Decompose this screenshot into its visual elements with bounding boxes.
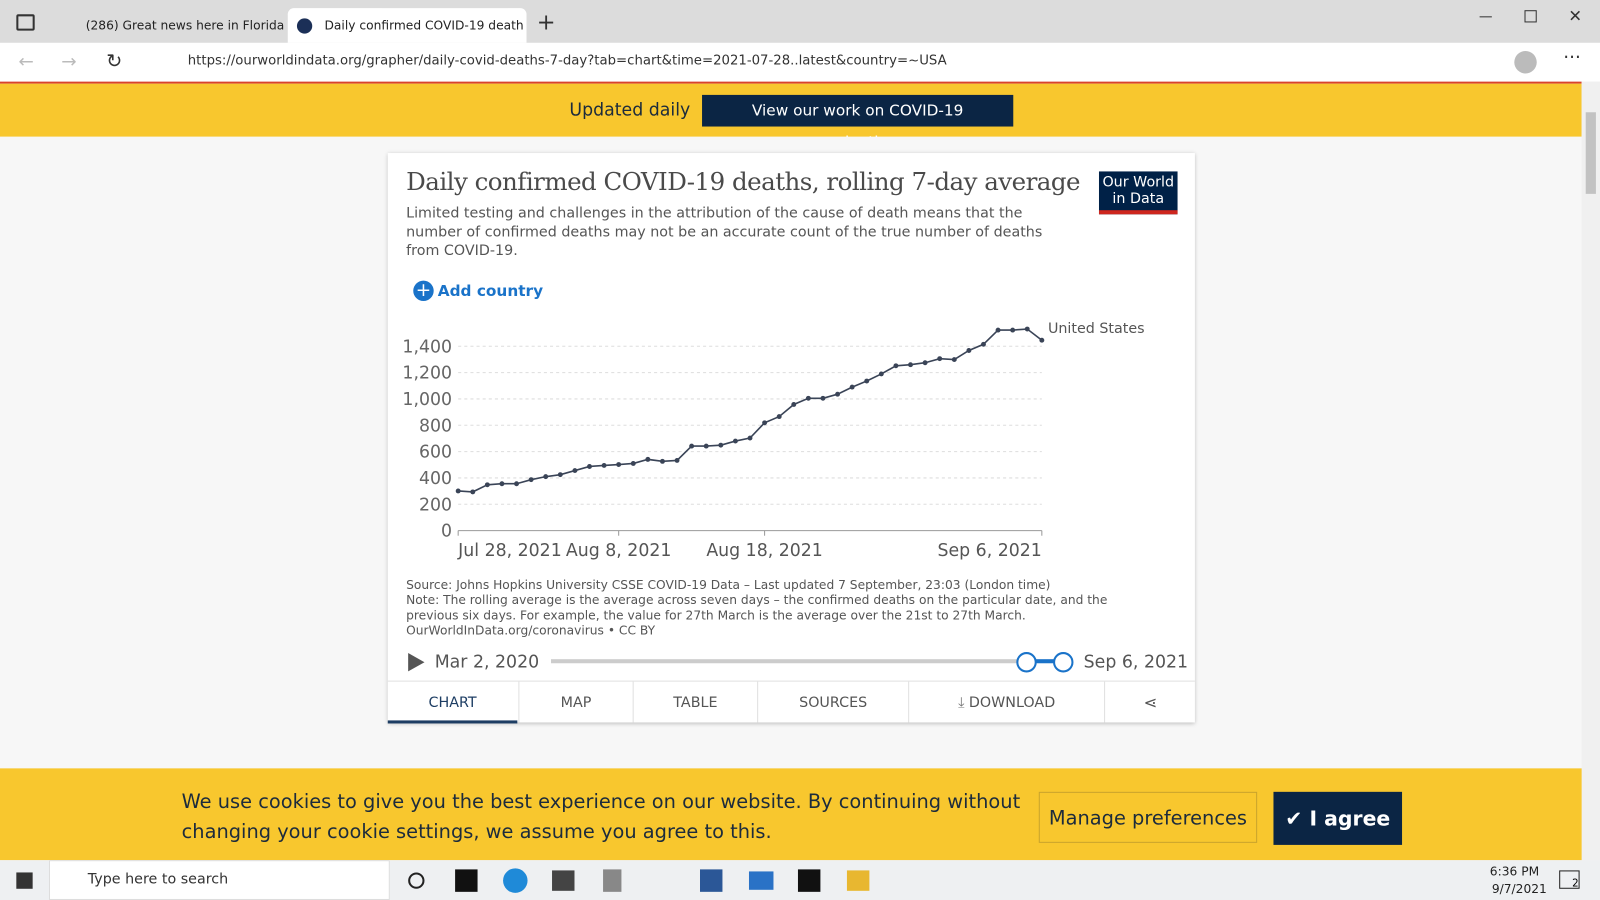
start-button[interactable] [16,872,33,889]
banner-button[interactable]: View our work on COVID-19 vaccinations [702,94,1014,151]
timeline-handle[interactable] [1053,652,1074,673]
tab-title: Daily confirmed COVID-19 death [324,18,524,33]
edge-icon[interactable] [503,868,528,893]
chart-title: Daily confirmed COVID-19 deaths, rolling… [406,167,1081,196]
timeline-range[interactable] [1025,659,1064,664]
add-icon[interactable]: + [413,281,434,302]
grapher-tab[interactable]: ⤓ DOWNLOAD [908,681,1104,723]
logo-text: Our World [1102,174,1175,191]
tab-actions-icon[interactable] [16,14,35,31]
check-icon: ✔ [1285,806,1310,831]
browser-tab-active[interactable]: Daily confirmed COVID-19 death [287,8,527,43]
minimize-button[interactable] [1479,16,1492,18]
banner: Updated daily View our work on COVID-19 … [0,83,1582,151]
address-bar: ← → ↻ ··· [0,42,1600,82]
chart-subtitle: Limited testing and challenges in the at… [406,205,1043,260]
share-button[interactable]: ⋖ [1104,681,1196,723]
logo[interactable]: Our World in Data [1098,171,1178,215]
timeline-end: Sep 6, 2021 [1083,652,1189,673]
store-icon[interactable] [552,870,575,891]
calculator-icon[interactable] [603,869,622,892]
app-icon[interactable] [455,869,478,892]
banner-text: Updated daily [569,100,691,121]
timeline-track[interactable] [551,659,1026,664]
cookie-text: We use cookies to give you the best expe… [181,790,1021,814]
profile-button[interactable] [1514,51,1537,74]
close-button[interactable]: ✕ [1568,6,1583,26]
url[interactable]: https://ourworldindata.org/grapher/daily… [187,53,947,69]
tab-bar: (286) Great news here in Florida Daily c… [0,0,1600,43]
search-placeholder: Type here to search [87,871,229,888]
button-label: I agree [1309,806,1391,831]
app-icon[interactable] [797,869,821,892]
source-line: OurWorldInData.org/coronavirus • CC BY [406,623,656,638]
notification-count: 2 [1572,878,1579,890]
tab-label: DOWNLOAD [968,694,1056,712]
cookie-text: changing your cookie settings, we assume… [181,820,772,843]
back-button[interactable]: ← [18,51,34,73]
source-line: previous six days. For example, the valu… [406,608,1026,623]
tab-divider [387,680,1195,682]
taskbar: Type here to search 6:36 PM 9/7/2021 2 [0,860,1600,900]
explorer-icon[interactable] [846,870,870,891]
cortana-icon[interactable] [408,872,425,889]
tab-favicon [296,18,313,34]
play-button[interactable] [408,653,425,672]
source-line: Note: The rolling average is the average… [406,592,1108,608]
forward-button[interactable]: → [61,51,77,73]
browser-tab[interactable]: (286) Great news here in Florida [49,8,284,43]
add-country[interactable]: Add country [437,281,544,301]
word-icon[interactable] [700,869,723,892]
notification-button[interactable]: 2 [1559,870,1580,890]
agree-button[interactable]: ✔ I agree [1273,791,1403,845]
scroll-thumb[interactable] [1585,112,1596,194]
download-icon: ⤓ [958,694,969,712]
grapher-tab-active[interactable]: CHART [387,682,518,724]
maximize-button[interactable] [1524,10,1537,23]
grapher-tab[interactable]: SOURCES [757,681,908,723]
mail-icon[interactable] [748,871,774,890]
tab-title: (286) Great news here in Florida [85,18,284,33]
manage-button[interactable]: Manage preferences [1038,791,1258,843]
refresh-button[interactable]: ↻ [106,50,123,73]
source-line: Source: Johns Hopkins University CSSE CO… [406,577,1051,592]
clock-date: 9/7/2021 [1491,881,1547,896]
clock-time: 6:36 PM [1489,864,1540,879]
divider [0,81,1582,84]
logo-text: in Data [1112,190,1165,208]
new-tab-button[interactable]: + [536,10,556,36]
grapher-tab[interactable]: MAP [518,681,632,723]
timeline-start: Mar 2, 2020 [434,652,540,673]
grapher-tab[interactable]: TABLE [632,681,757,723]
scrollbar[interactable] [1581,81,1600,861]
menu-button[interactable]: ··· [1563,46,1581,69]
search-box[interactable] [48,860,390,900]
timeline-handle[interactable] [1016,652,1037,673]
